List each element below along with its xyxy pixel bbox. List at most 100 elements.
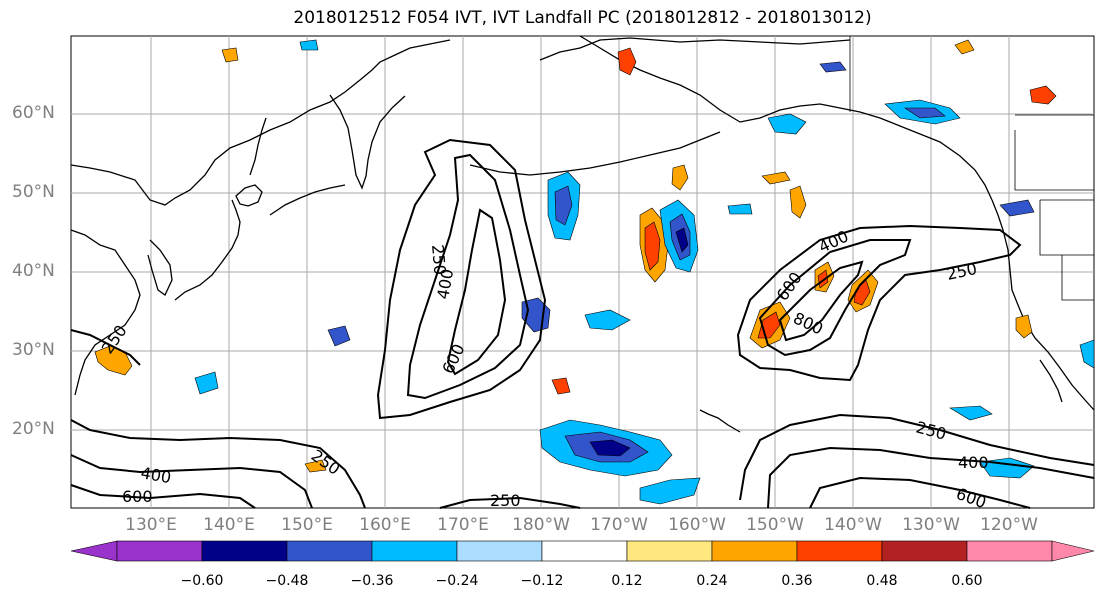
contour-west-600 [446,208,507,376]
colorbar-tick-label: −0.60 [180,573,224,589]
lon-label: 150°W [746,515,804,535]
lon-label: 160°E [359,515,411,535]
lat-label: 50°N [12,182,55,202]
pos-blob-12 [1015,314,1033,339]
neg-blob-12 [639,477,701,505]
lon-label: 160°W [668,515,726,535]
neg-blob-10 [999,199,1035,217]
coast-japan [174,199,241,301]
pos-blob-14 [304,459,327,473]
neg-blob-14 [819,61,847,73]
coast-baja [1039,359,1063,403]
colorbar-segment [881,540,968,562]
pos-blob-10 [671,164,689,191]
contour-label: 600 [122,487,153,506]
colorbar-segment [286,540,373,562]
coast-korea-china [70,229,141,396]
neg-blob-1-core [554,185,573,226]
neg-blob-9 [767,113,807,135]
neg-blob-5 [584,309,631,331]
contour-south-600-west [70,484,256,509]
lon-label: 130°E [125,515,177,535]
graticule [71,36,1094,508]
neg-blob-4-core [589,439,631,457]
neg-blob-17 [1079,339,1095,369]
contour-south-250-west [70,419,366,509]
pos-blob-6 [617,47,637,76]
political-borders [849,36,1094,301]
colorbar-segment [711,540,798,562]
pc-shading [94,39,1057,473]
pos-blob-13 [551,377,571,395]
contour-east-600 [778,260,864,342]
colorbar-tick-label: 0.60 [951,573,983,589]
lon-label: 180°W [512,515,570,535]
colorbar-tick-label: −0.12 [520,573,564,589]
coast-hawaii [699,409,741,433]
colorbar-segment [201,540,288,562]
pos-blob-8 [789,185,807,219]
contour-east-400 [758,239,912,357]
neg-blob-7 [194,371,219,395]
colorbar-tick-label: 0.12 [611,573,643,589]
neg-blob-16 [727,203,753,215]
colorbar-tick-label: −0.48 [265,573,309,589]
contour-south-250-mid [439,496,581,509]
lon-label: 120°W [980,515,1038,535]
neg-blob-15 [299,39,319,51]
coast-sakhalin [249,117,267,176]
pos-blob-9 [761,171,791,185]
lon-label: 130°W [902,515,960,535]
contour-south-400-west [70,454,313,509]
coast-korea [147,239,173,296]
colorbar-segment [116,540,203,562]
contour-west-250 [376,138,547,420]
lat-label: 20°N [12,419,55,439]
coast-alaska [579,35,993,201]
pos-blob-7 [1029,85,1057,105]
neg-blob-2-deep [675,227,689,253]
contour-label: 400 [958,453,989,472]
map-title: 2018012512 F054 IVT, IVT Landfall PC (20… [293,8,872,28]
colorbar-tick-label: 0.24 [696,573,728,589]
colorbar-tick-label: −0.36 [350,573,394,589]
neg-blob-13 [949,405,993,421]
pos-blob-1-core [644,221,661,271]
colorbar-segment [456,540,543,562]
contour-west-400 [406,153,530,400]
lon-label: 170°E [437,515,489,535]
coastlines [70,35,1095,433]
colorbar-segment [796,540,883,562]
colorbar [70,540,1095,562]
colorbar-segment [541,540,628,562]
neg-shading [194,39,1095,505]
contour-label: 250 [428,244,450,276]
colorbar-segment [966,540,1053,562]
pos-blob-11 [221,47,239,63]
coast-kamchatka [329,94,406,190]
border-us-states [1014,114,1094,301]
colorbar-segment [626,540,713,562]
lat-label: 30°N [12,340,55,360]
contour-nw-250 [70,329,141,366]
neg-blob-6 [327,325,351,347]
contour-east-250 [736,224,1022,382]
ivt-contours [70,138,1095,509]
colorbar-segment [371,540,458,562]
contour-south-250-east [739,413,1095,501]
lon-label: 140°W [824,515,882,535]
coast-kurils [269,184,346,216]
colorbar-segment [1051,540,1095,562]
coast-alaska-north [539,37,851,61]
neg-blob-8-core [904,107,946,119]
pos-blob-15 [954,39,975,55]
colorbar-tick-label: 0.36 [781,573,813,589]
colorbar-tick-label: −0.24 [435,573,479,589]
lon-label: 150°E [281,515,333,535]
lon-label: 140°E [203,515,255,535]
lon-label: 170°W [590,515,648,535]
coast-hokkaido [235,184,263,207]
contour-south-600-east [809,476,1031,509]
lat-label: 40°N [12,261,55,281]
